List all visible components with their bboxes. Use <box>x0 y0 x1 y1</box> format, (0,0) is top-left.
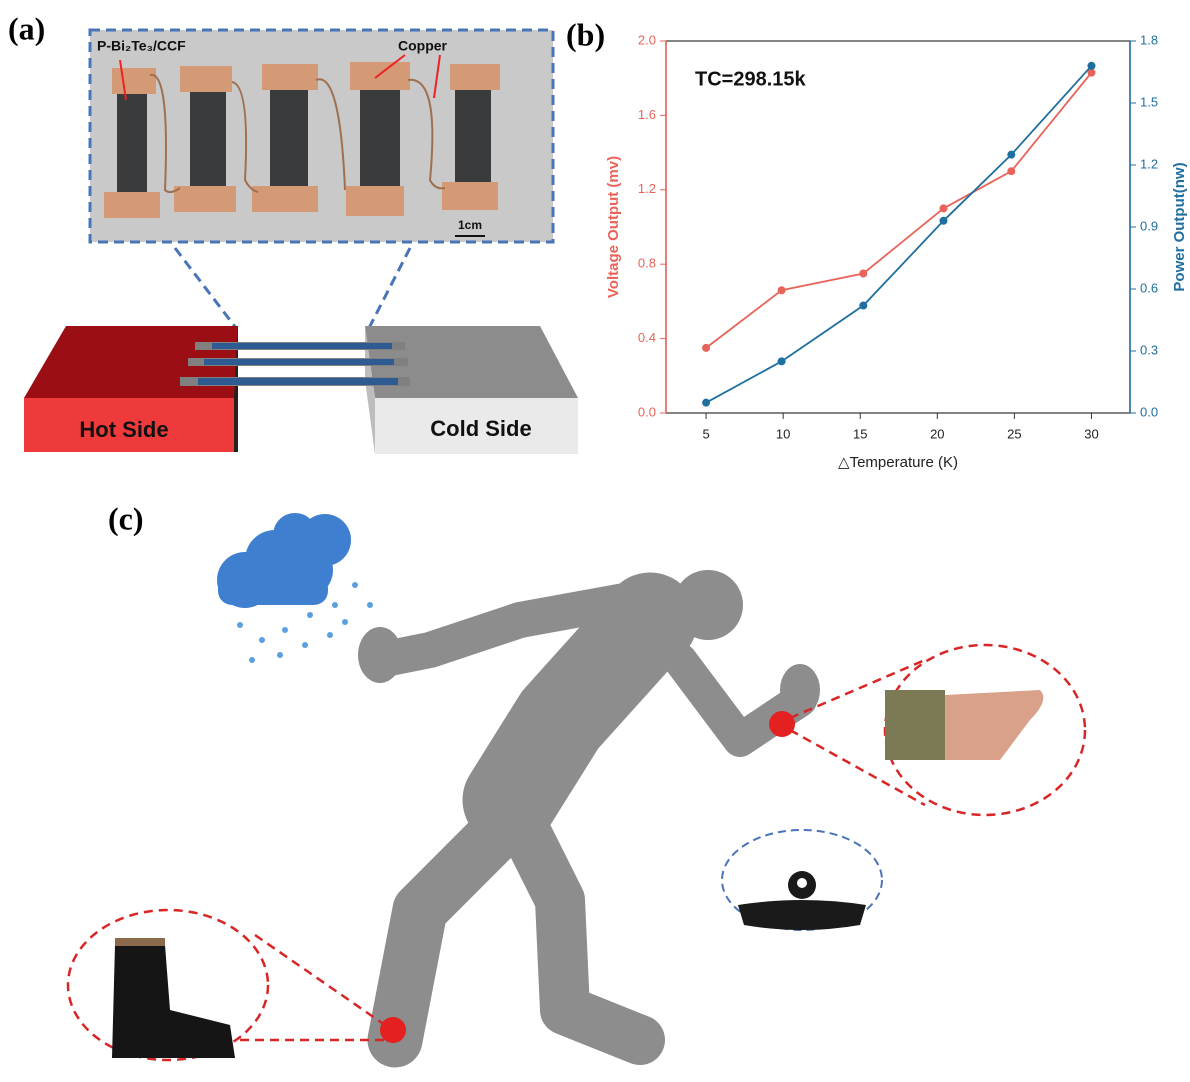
chart: TC=298.15k △Temperature (K) Voltage Outp… <box>605 32 1188 471</box>
data-point <box>1007 167 1015 175</box>
runner-silhouette <box>358 570 820 1040</box>
panel-label: (b) <box>566 16 605 52</box>
zoom-line <box>368 248 410 330</box>
annotation: TC=298.15k <box>695 68 807 90</box>
y-axis-label: Voltage Output (mv) <box>605 156 622 298</box>
data-point <box>778 357 786 365</box>
data-point <box>859 302 867 310</box>
copper-label: Copper <box>398 38 448 54</box>
x-tick-label: 30 <box>1084 426 1098 441</box>
y2-axis-label: Power Output(nw) <box>1171 162 1188 291</box>
series-line <box>706 66 1091 403</box>
y-tick-label: 2.0 <box>638 32 656 47</box>
y2-tick-label: 0.9 <box>1140 218 1158 233</box>
x-tick-label: 20 <box>930 426 944 441</box>
scale-label: 1cm <box>458 218 482 232</box>
y-tick-label: 0.0 <box>638 404 656 419</box>
y2-tick-label: 0.0 <box>1140 404 1158 419</box>
x-tick-label: 10 <box>776 426 790 441</box>
device-photo <box>90 30 553 242</box>
y-tick-label: 1.6 <box>638 107 656 122</box>
plot-frame <box>666 41 1130 413</box>
y-tick-label: 1.2 <box>638 181 656 196</box>
data-point <box>702 399 710 407</box>
y2-tick-label: 0.6 <box>1140 280 1158 295</box>
x-tick-label: 15 <box>853 426 867 441</box>
data-point <box>778 286 786 294</box>
x-tick-label: 25 <box>1007 426 1021 441</box>
zoom-line <box>175 248 236 328</box>
hot-side-label: Hot Side <box>79 417 168 442</box>
y2-tick-label: 1.2 <box>1140 156 1158 171</box>
data-point <box>939 217 947 225</box>
y-tick-label: 0.4 <box>638 330 656 345</box>
data-point <box>859 270 867 278</box>
material-label: P-Bi₂Te₃/CCF <box>97 38 186 54</box>
y2-tick-label: 1.8 <box>1140 32 1158 47</box>
panel-label: (a) <box>8 10 45 46</box>
panel-label: (c) <box>108 500 144 536</box>
data-point <box>702 344 710 352</box>
data-point <box>939 204 947 212</box>
x-tick-label: 5 <box>702 426 709 441</box>
data-point <box>1007 151 1015 159</box>
y2-tick-label: 0.3 <box>1140 342 1158 357</box>
cold-side-label: Cold Side <box>430 416 531 441</box>
series-line <box>706 73 1091 348</box>
rain-cloud <box>217 513 373 663</box>
figure: (a) (b) (c) P-Bi₂Te₃/CCF Copper 1cm <box>0 0 1190 1082</box>
x-axis-label: △Temperature (K) <box>838 454 958 471</box>
data-point <box>1087 62 1095 70</box>
y-tick-label: 0.8 <box>638 256 656 271</box>
y2-tick-label: 1.5 <box>1140 94 1158 109</box>
